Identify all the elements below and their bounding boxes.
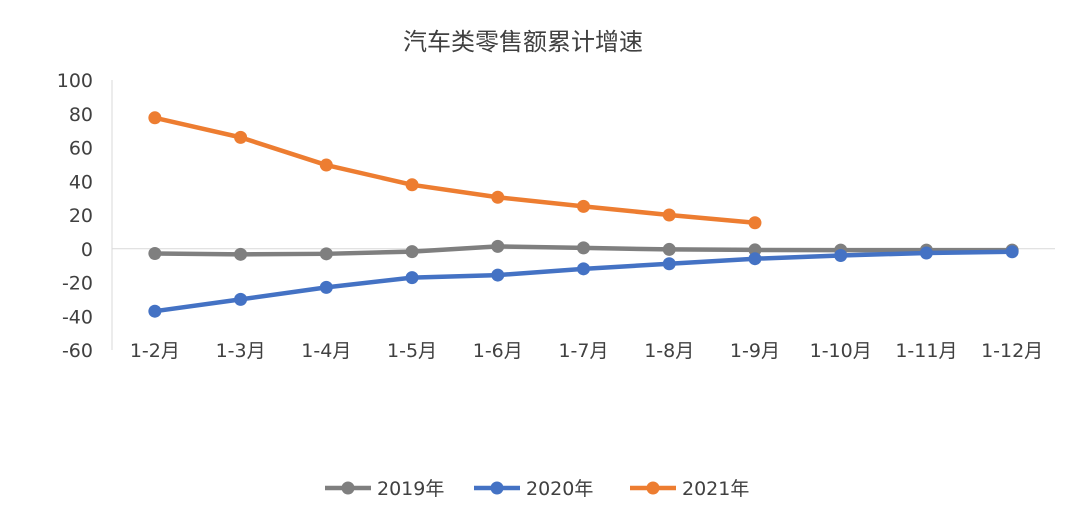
y-tick-label: 100	[57, 70, 93, 92]
series-2019年	[148, 239, 1019, 261]
x-tick-label: 1-10月	[810, 340, 872, 362]
data-point	[405, 178, 419, 192]
data-point	[319, 280, 333, 294]
data-point	[491, 268, 505, 282]
legend-label: 2021年	[682, 478, 749, 500]
data-point	[577, 199, 590, 213]
series-line	[152, 249, 1015, 314]
data-point	[234, 130, 248, 144]
legend-label: 2020年	[526, 478, 593, 500]
data-point	[491, 190, 505, 204]
legend-marker	[646, 481, 660, 495]
y-axis: 100 80 60 40 20 0 -20 -40 -60	[57, 70, 113, 362]
data-point	[577, 262, 590, 276]
legend-label: 2019年	[377, 478, 444, 500]
data-point	[577, 241, 590, 255]
data-point	[405, 271, 419, 285]
y-tick-label: 80	[69, 104, 93, 126]
x-tick-label: 1-8月	[644, 340, 694, 362]
data-point	[662, 208, 676, 222]
data-point	[748, 252, 762, 266]
legend-item: 2019年	[325, 478, 444, 500]
y-tick-label: 60	[69, 138, 93, 160]
y-tick-label: -40	[62, 306, 93, 328]
x-tick-label: 1-11月	[895, 340, 957, 362]
legend-item: 2021年	[630, 478, 749, 500]
data-point	[148, 304, 162, 318]
y-tick-label: 0	[81, 239, 93, 261]
y-tick-label: 40	[69, 171, 93, 193]
legend-marker	[341, 481, 355, 495]
legend-marker	[490, 481, 504, 495]
series-layer	[148, 111, 1019, 318]
data-point	[1005, 245, 1019, 259]
data-point	[148, 246, 162, 260]
data-point	[148, 111, 162, 125]
chart-title: 汽车类零售额累计增速	[403, 28, 643, 56]
y-tick-label: -60	[62, 340, 93, 362]
x-tick-label: 1-9月	[730, 340, 780, 362]
data-point	[319, 158, 333, 172]
x-tick-label: 1-5月	[387, 340, 437, 362]
data-point	[405, 245, 419, 259]
data-point	[919, 246, 933, 260]
data-point	[234, 247, 248, 261]
x-tick-label: 1-6月	[473, 340, 523, 362]
x-axis: 1-2月 1-3月 1-4月 1-5月 1-6月 1-7月 1-8月 1-9月 1-10月 1-1…	[112, 248, 1055, 362]
x-tick-label: 1-3月	[216, 340, 266, 362]
legend-item: 2020年	[474, 478, 593, 500]
x-tick-label: 1-2月	[130, 340, 180, 362]
series-2021年	[148, 111, 762, 230]
data-point	[319, 247, 333, 261]
legend: 2019年 2020年 2021年	[325, 478, 749, 500]
data-point	[662, 242, 676, 256]
y-tick-label: 20	[69, 205, 93, 227]
x-tick-label: 1-12月	[981, 340, 1043, 362]
data-point	[234, 292, 248, 306]
series-2020年	[148, 245, 1019, 318]
series-line	[152, 115, 758, 226]
data-point	[748, 216, 762, 230]
data-point	[491, 239, 505, 253]
x-tick-label: 1-7月	[558, 340, 608, 362]
data-point	[834, 249, 848, 262]
y-tick-label: -20	[62, 273, 93, 295]
x-tick-label: 1-4月	[301, 340, 351, 362]
data-point	[662, 257, 676, 271]
